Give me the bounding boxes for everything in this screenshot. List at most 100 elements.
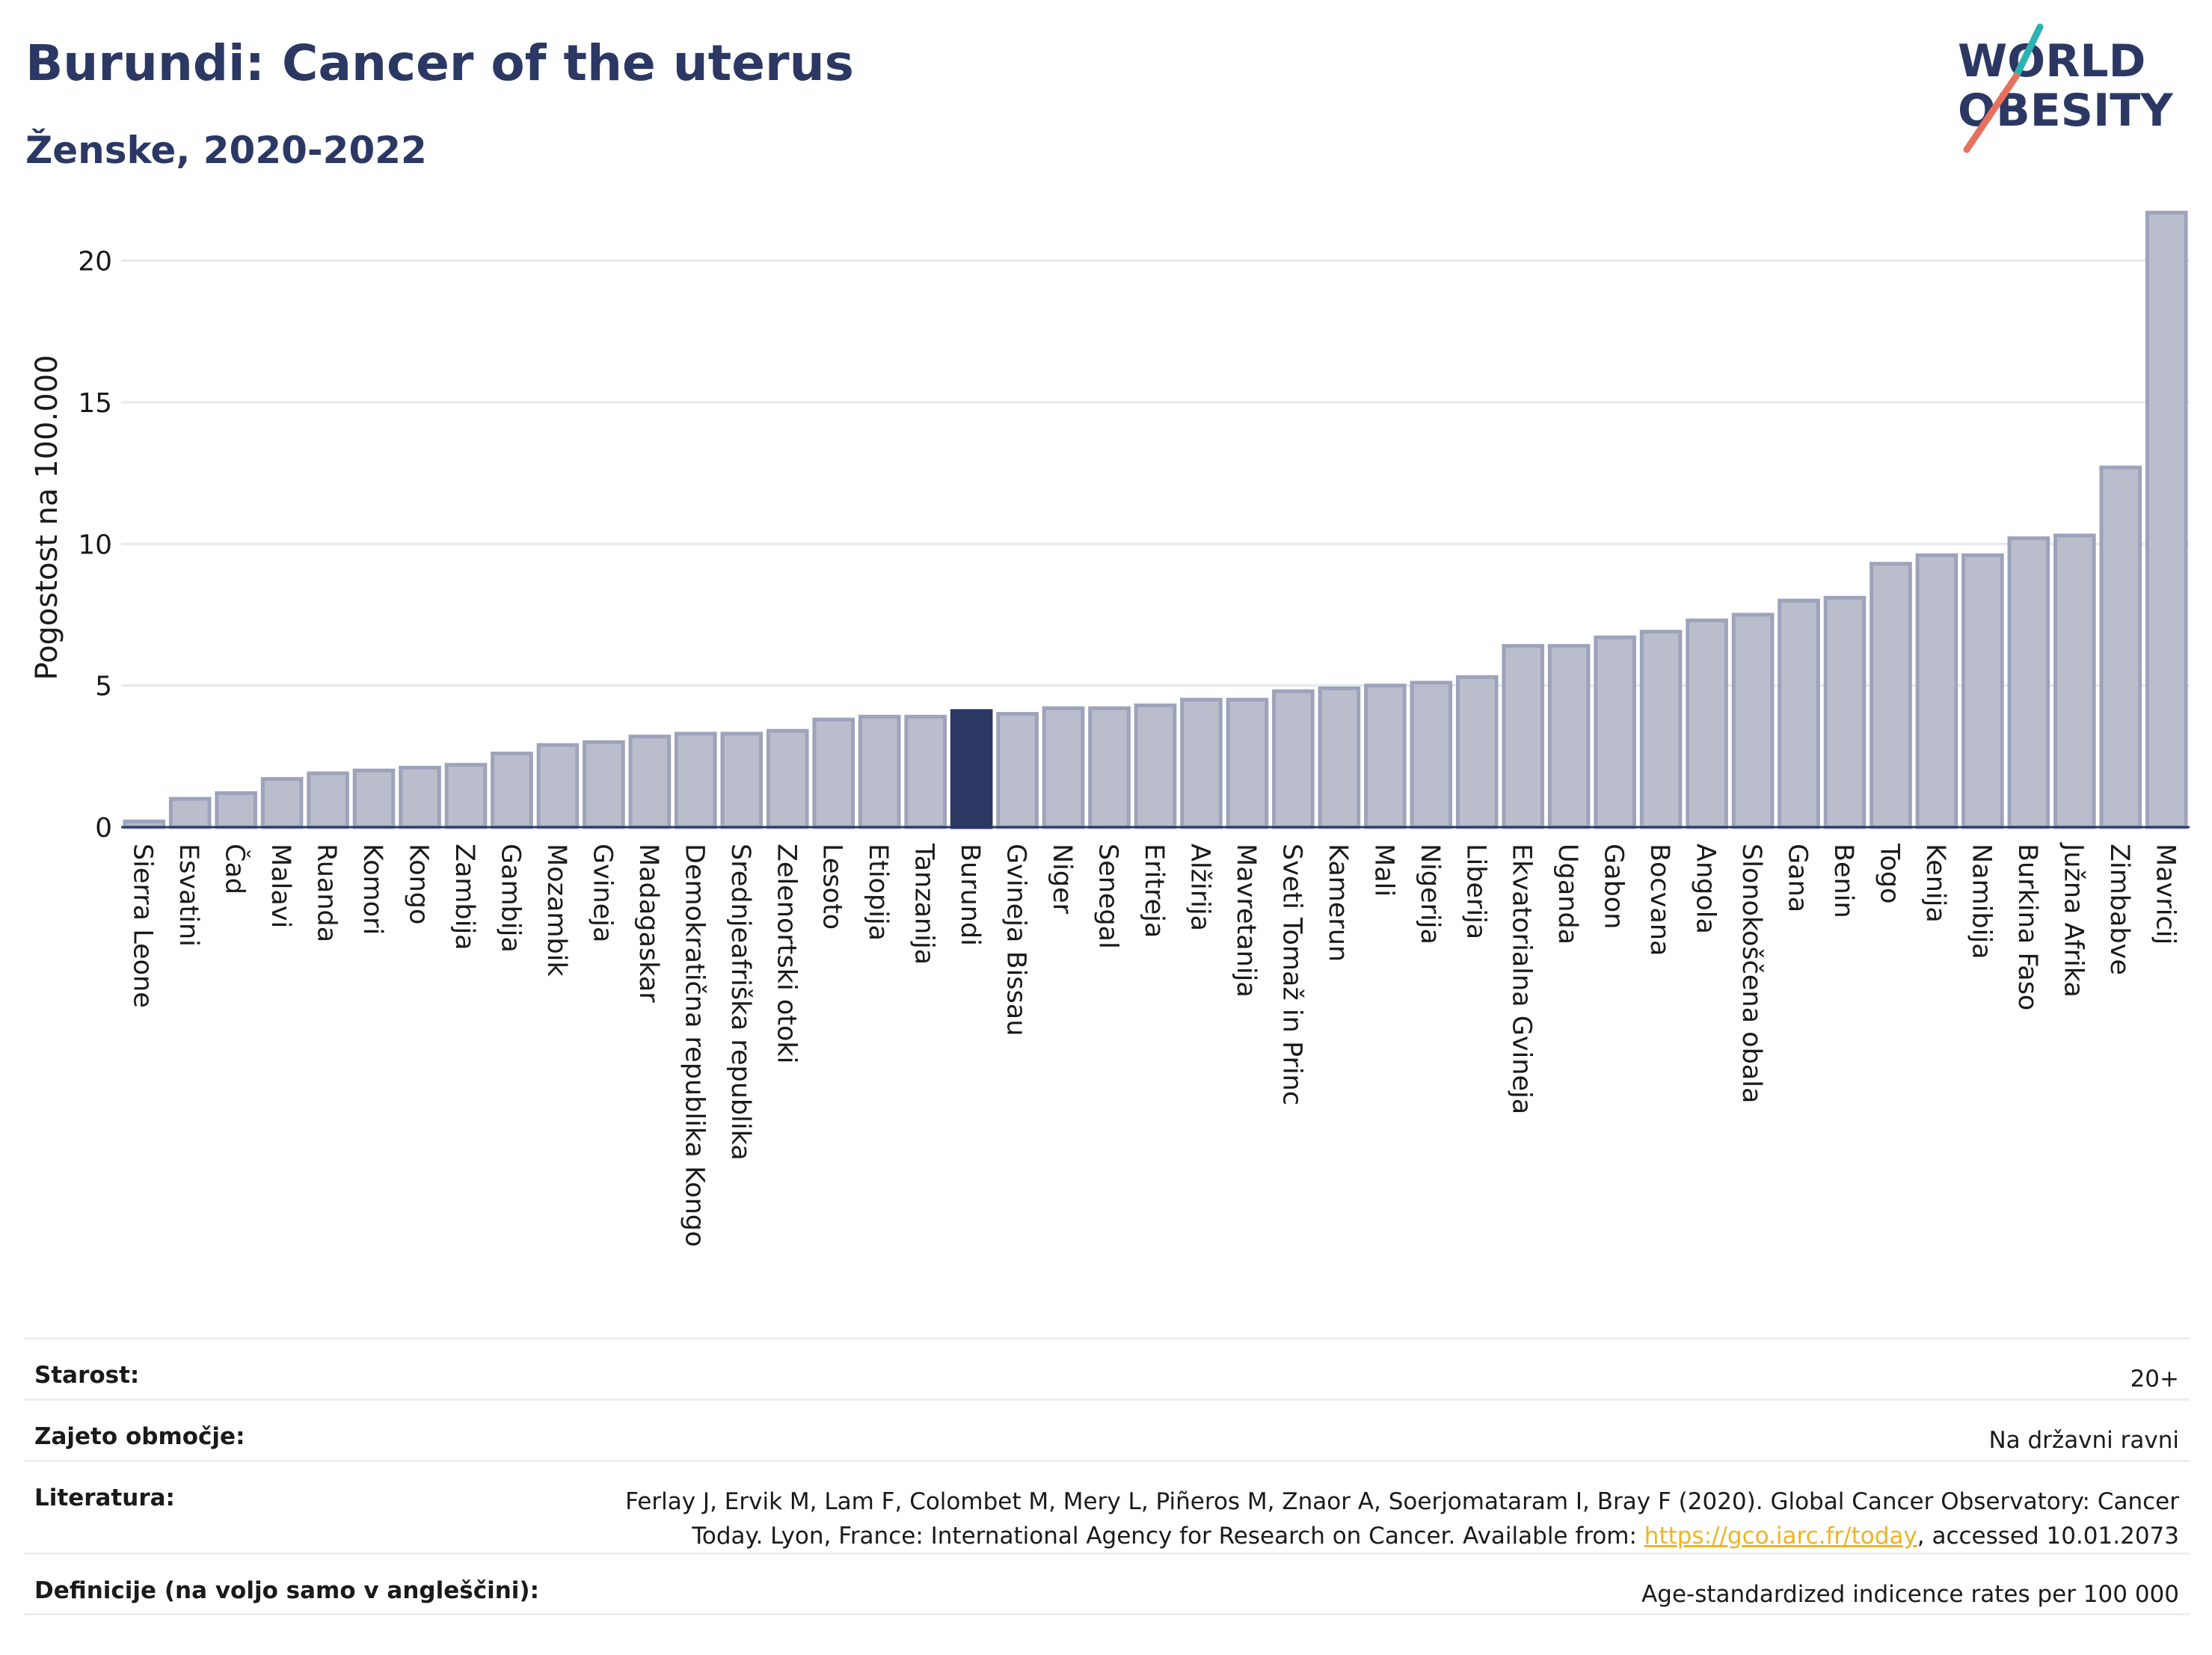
bar-etiopija — [858, 714, 901, 829]
reference-label: Literatura: — [34, 1484, 175, 1511]
bar-senegal — [1088, 706, 1131, 829]
x-tick-label: Gabon — [1599, 844, 1629, 929]
x-tick-label: Uganda — [1552, 844, 1582, 945]
bar-nigerija — [1410, 681, 1453, 829]
logo-slash-teal — [2012, 23, 2044, 80]
x-tick-label: Lesoto — [817, 844, 847, 930]
x-tick-label: Gambija — [495, 844, 525, 953]
meta-row-reference: Literatura: Ferlay J, Ervik M, Lam F, Co… — [24, 1460, 2190, 1553]
bar-burkina-faso — [2007, 536, 2050, 829]
x-tick-label: Slonokoščena obala — [1736, 844, 1766, 1103]
bar-gabon — [1594, 635, 1636, 829]
bar-kamerun — [1318, 686, 1361, 829]
age-label: Starost: — [34, 1362, 140, 1389]
x-tick-label: Etiopija — [863, 844, 893, 941]
x-tick-labels: Sierra Leone Esvatini Čad Malavi Ruanda Komor… — [128, 842, 2181, 1247]
y-tick-label: 20 — [78, 247, 112, 277]
bar-alžirija — [1180, 698, 1223, 829]
y-tick-label: 15 — [78, 388, 112, 419]
x-tick-label: Liberija — [1460, 844, 1490, 939]
logo-line-1: WORLD — [1958, 35, 2145, 87]
bar-eritreja — [1134, 703, 1177, 829]
x-tick-label: Tanzanija — [909, 843, 939, 965]
x-tick-label: Čad — [220, 844, 251, 894]
bar-slonokoščena-obala — [1731, 612, 1775, 829]
bar-južna-afrika — [2053, 533, 2096, 829]
x-tick-label: Alžirija — [1185, 844, 1214, 931]
bar-gvineja-bissau — [996, 712, 1039, 829]
bar-ruanda — [307, 771, 349, 829]
x-tick-label: Južna Afrika — [2058, 842, 2088, 998]
bar-komori — [352, 768, 396, 829]
x-tick-label: Gvineja — [587, 844, 617, 942]
x-tick-label: Togo — [1874, 843, 1904, 903]
x-tick-label: Komori — [357, 844, 387, 935]
x-tick-label: Mavricij — [2150, 844, 2180, 945]
reference-suffix: , accessed 10.01.2073 — [1917, 1523, 2179, 1550]
x-tick-label: Nigerija — [1415, 844, 1445, 945]
bar-togo — [1870, 562, 1912, 829]
bar-niger — [1042, 706, 1085, 829]
bar-mali — [1364, 684, 1407, 829]
y-tick-label: 10 — [78, 529, 112, 560]
x-tick-label: Angola — [1691, 844, 1721, 934]
x-tick-label: Eritreja — [1139, 844, 1169, 938]
bar-chart: 0 5 10 15 20 Sierra Leone Esvatini Čad Malavi Ru… — [30, 210, 2190, 1247]
meta-row-area: Zajeto območje: Na državni ravni — [24, 1398, 2190, 1460]
x-tick-label: Senegal — [1093, 844, 1123, 949]
x-tick-label: Kenija — [1920, 844, 1950, 923]
x-tick-label: Sveti Tomaž in Princ — [1276, 844, 1306, 1105]
x-tick-label: Kamerun — [1323, 844, 1353, 962]
reference-text: Ferlay J, Ervik M, Lam F, Colombet M, Me… — [625, 1488, 2179, 1550]
x-tick-label: Kongo — [404, 844, 434, 924]
bar-uganda — [1547, 644, 1591, 829]
x-tick-label: Burkina Faso — [2012, 844, 2042, 1010]
bar-angola — [1686, 618, 1728, 829]
bar-malavi — [260, 777, 304, 829]
bar-mozambik — [536, 743, 580, 829]
x-tick-label: Namibija — [1966, 844, 1996, 959]
world-obesity-logo: WORLD OBESITY — [1958, 23, 2174, 153]
bar-esvatini — [168, 796, 212, 829]
x-tick-label: Gana — [1783, 844, 1813, 912]
x-tick-label: Bocvana — [1644, 844, 1674, 956]
area-value: Na državni ravni — [1988, 1427, 2179, 1454]
y-tick-labels: 0 5 10 15 20 — [78, 247, 112, 844]
reference-value: Ferlay J, Ervik M, Lam F, Colombet M, Me… — [609, 1484, 2179, 1553]
x-tick-label: Demokratična republika Kongo — [679, 844, 709, 1247]
bar-tanzanija — [904, 714, 947, 829]
x-tick-label: Zambija — [449, 844, 479, 951]
bar-lesoto — [812, 717, 855, 829]
chart-subtitle: Ženske, 2020-2022 — [25, 129, 427, 172]
x-tick-label: Ruanda — [312, 844, 342, 942]
reference-link[interactable]: https://gco.iarc.fr/today — [1644, 1523, 1917, 1550]
bar-mavretanija — [1226, 698, 1269, 829]
bar-ekvatorialna-gvineja — [1502, 644, 1545, 829]
definitions-value: Age-standardized indicence rates per 100… — [1641, 1581, 2179, 1608]
bar-zambija — [444, 763, 488, 829]
x-tick-label: Benin — [1828, 844, 1858, 918]
bar-mavricij — [2145, 210, 2188, 829]
area-label: Zajeto območje: — [34, 1423, 245, 1450]
metadata-table: Starost: 20+ Zajeto območje: Na državni … — [24, 1337, 2190, 1615]
bar-gana — [1778, 598, 1820, 829]
x-tick-label: Mali — [1368, 844, 1398, 897]
y-tick-label: 5 — [95, 672, 112, 702]
bar-srednjeafriška-republika — [720, 731, 764, 829]
chart-title: Burundi: Cancer of the uterus — [25, 34, 854, 92]
definitions-label: Definicije (na voljo samo v angleščini): — [34, 1577, 539, 1604]
bar-kenija — [1915, 553, 1958, 829]
x-tick-label: Niger — [1047, 844, 1077, 915]
bar-burundi — [950, 709, 993, 829]
meta-row-age: Starost: 20+ — [24, 1337, 2190, 1398]
bar-liberija — [1455, 675, 1499, 829]
bar-kongo — [399, 765, 441, 829]
x-tick-label: Mavretanija — [1231, 844, 1261, 998]
meta-row-definitions: Definicije (na voljo samo v angleščini):… — [24, 1553, 2190, 1615]
x-tick-label: Burundi — [955, 844, 985, 946]
bar-gvineja — [583, 740, 625, 829]
bar-zimbabve — [2099, 465, 2142, 829]
bar-demokratična-republika-kongo — [675, 731, 717, 829]
x-tick-label: Malavi — [265, 844, 295, 928]
x-tick-label: Gvineja Bissau — [1001, 844, 1031, 1036]
